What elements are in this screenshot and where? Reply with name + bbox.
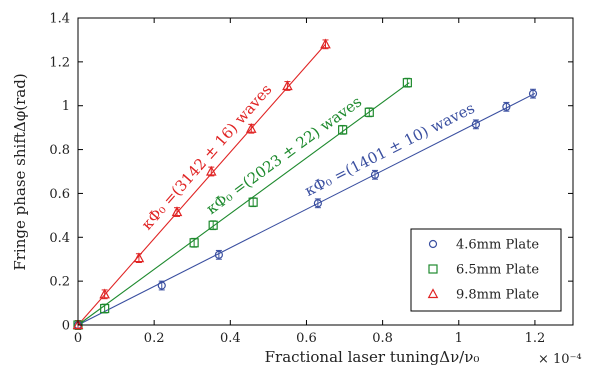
y-tick-label: 0.8 xyxy=(49,143,70,158)
legend-label: 9.8mm Plate xyxy=(456,288,539,303)
data-point xyxy=(214,250,223,259)
fit-lines xyxy=(77,43,536,326)
data-point xyxy=(189,238,199,248)
y-tick-label: 1 xyxy=(62,99,70,114)
data-points xyxy=(72,38,538,330)
y-tick-label: 1.2 xyxy=(49,55,70,70)
data-point xyxy=(100,303,110,314)
y-tick-label: 0 xyxy=(62,319,70,334)
data-point xyxy=(157,281,166,290)
x-tick-label: 0.4 xyxy=(220,331,241,346)
data-point xyxy=(364,107,374,117)
data-point xyxy=(402,78,412,88)
plot-frame xyxy=(77,17,574,326)
data-point xyxy=(133,252,145,263)
axis-ticks: 0 0.2 0.4 0.6 0.8 1 1.2 0 0.2 0.4 0.6 0.8 1 1.2 1.4 xyxy=(49,12,573,346)
x-tick-label: 0 xyxy=(74,331,82,346)
data-point xyxy=(245,122,257,133)
y-tick-label: 1.4 xyxy=(49,12,70,27)
data-point xyxy=(471,120,481,129)
data-point xyxy=(528,89,538,98)
legend: 4.6mm Plate 6.5mm Plate 9.8mm Plate xyxy=(410,228,562,312)
legend-marker xyxy=(428,239,438,249)
x-tick-label: 0.6 xyxy=(296,331,317,346)
data-point xyxy=(171,206,183,217)
x-tick-label: 0.8 xyxy=(372,331,393,346)
data-point xyxy=(313,199,322,208)
data-point xyxy=(502,102,511,111)
x-tick-label: 1.2 xyxy=(525,331,546,346)
legend-label: 4.6mm Plate xyxy=(456,238,539,253)
data-point xyxy=(282,80,293,91)
x-tick-label: 0.2 xyxy=(144,331,165,346)
data-point xyxy=(208,220,218,230)
fit-line xyxy=(77,92,536,326)
y-axis-label: Fringe phase shiftΔφ(rad) xyxy=(11,73,29,270)
data-point xyxy=(205,165,217,176)
legend-label: 6.5mm Plate xyxy=(456,263,539,278)
data-point xyxy=(248,197,258,207)
data-point xyxy=(320,38,331,49)
legend-marker xyxy=(428,264,438,274)
fit-line xyxy=(77,82,410,326)
x-axis-label: Fractional laser tuningΔν/ν₀ xyxy=(265,348,480,366)
legend-marker xyxy=(427,288,439,299)
y-tick-label: 0.6 xyxy=(49,187,70,202)
y-tick-label: 0.4 xyxy=(49,231,70,246)
x-tick-label: 1 xyxy=(455,331,463,346)
data-point xyxy=(370,170,380,179)
y-tick-label: 0.2 xyxy=(49,275,70,290)
x-axis-multiplier: × 10⁻⁴ xyxy=(538,352,582,367)
data-point xyxy=(338,125,348,135)
fit-line xyxy=(77,43,326,326)
series-annotation: κФ₀ =(3142 ± 16) waves xyxy=(138,81,276,234)
data-point xyxy=(99,288,110,299)
